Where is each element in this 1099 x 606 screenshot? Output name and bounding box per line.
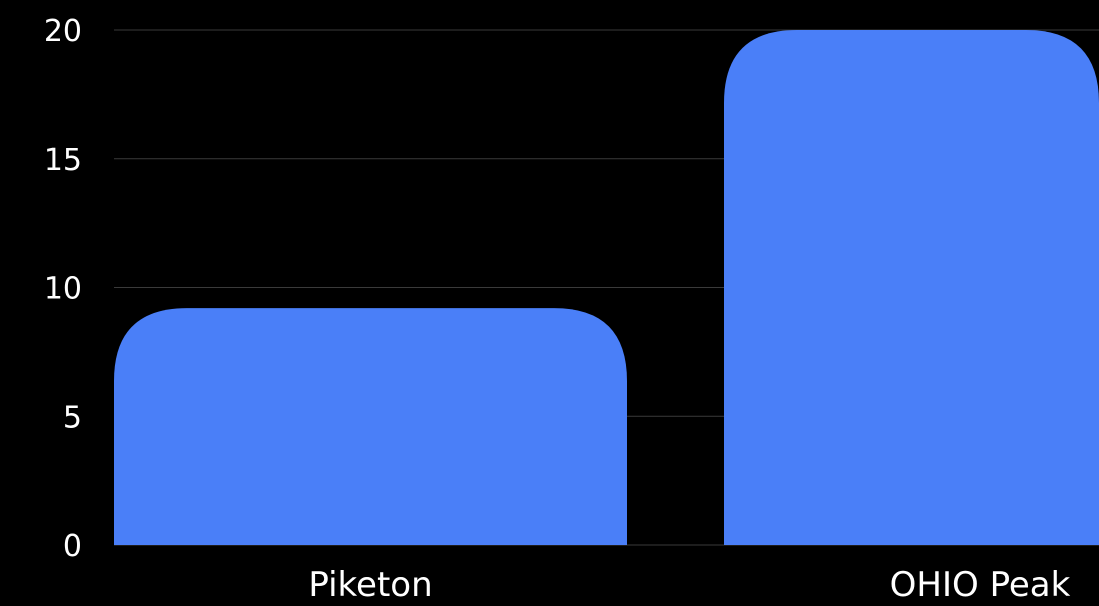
x-category-label: Piketon xyxy=(308,565,432,605)
bar-ohio-peak xyxy=(724,30,1099,545)
bars xyxy=(114,30,1099,545)
x-category-label: OHIO Peak xyxy=(890,565,1071,605)
bar-piketon xyxy=(114,308,627,545)
y-tick-label: 0 xyxy=(63,529,82,564)
y-tick-label: 15 xyxy=(44,143,82,178)
y-tick-label: 20 xyxy=(44,14,82,49)
y-axis-ticks: 0 5 10 15 20 xyxy=(44,14,82,564)
x-axis-labels: Piketon OHIO Peak xyxy=(308,565,1070,605)
y-tick-label: 5 xyxy=(63,400,82,435)
y-tick-label: 10 xyxy=(44,272,82,307)
